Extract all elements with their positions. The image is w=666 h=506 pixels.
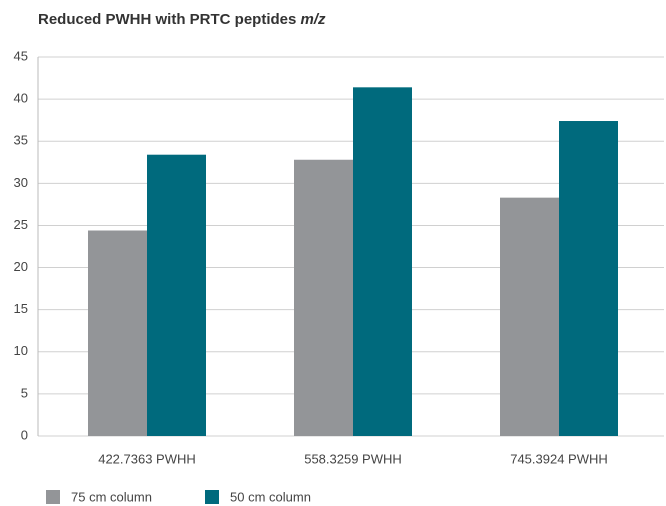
legend-swatch xyxy=(205,490,219,504)
bar xyxy=(500,197,559,436)
legend-label: 50 cm column xyxy=(230,489,311,504)
y-tick-label: 25 xyxy=(14,217,28,232)
y-tick-label: 5 xyxy=(21,385,28,400)
bar xyxy=(147,154,206,436)
bar xyxy=(294,159,353,437)
bar xyxy=(88,230,147,436)
legend-label: 75 cm column xyxy=(71,489,152,504)
x-tick-label: 745.3924 PWHH xyxy=(510,451,608,466)
legend-swatch xyxy=(46,490,60,504)
y-tick-label: 40 xyxy=(14,91,28,106)
y-tick-label: 35 xyxy=(14,133,28,148)
y-tick-label: 0 xyxy=(21,427,28,442)
y-tick-label: 10 xyxy=(14,343,28,358)
y-tick-label: 20 xyxy=(14,259,28,274)
x-tick-label: 422.7363 PWHH xyxy=(98,451,196,466)
title-suffix: m/z xyxy=(301,11,327,28)
bar xyxy=(559,121,618,437)
chart-title: Reduced PWHH with PRTC peptides m/z xyxy=(38,11,326,28)
title-main: Reduced PWHH with PRTC peptides xyxy=(38,11,296,28)
y-tick-label: 45 xyxy=(14,48,28,63)
bar xyxy=(353,87,412,436)
x-tick-label: 558.3259 PWHH xyxy=(304,451,402,466)
y-tick-label: 30 xyxy=(14,175,28,190)
y-tick-label: 15 xyxy=(14,301,28,316)
